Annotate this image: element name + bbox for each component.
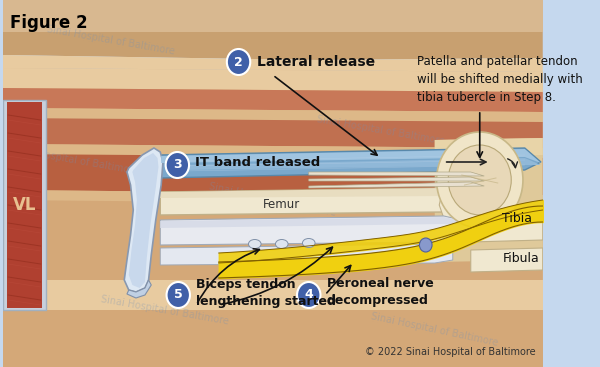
Polygon shape <box>3 200 543 280</box>
Circle shape <box>437 132 523 228</box>
Polygon shape <box>471 208 543 242</box>
Text: Lateral release: Lateral release <box>257 55 374 69</box>
Polygon shape <box>3 144 543 158</box>
Polygon shape <box>309 177 484 181</box>
Polygon shape <box>3 108 543 122</box>
Polygon shape <box>435 138 543 262</box>
Text: Biceps tendon
lengthening started: Biceps tendon lengthening started <box>196 278 336 308</box>
Text: Sinai Hospital of Baltimore: Sinai Hospital of Baltimore <box>100 294 230 326</box>
Text: Sinai Hospital of Baltimore: Sinai Hospital of Baltimore <box>208 182 337 218</box>
Ellipse shape <box>248 240 261 248</box>
Text: Sinai Hospital of Baltimore: Sinai Hospital of Baltimore <box>316 114 446 146</box>
Polygon shape <box>3 55 543 72</box>
Polygon shape <box>160 216 471 245</box>
Text: IT band released: IT band released <box>196 156 320 170</box>
Polygon shape <box>160 217 471 228</box>
Circle shape <box>167 282 190 308</box>
Polygon shape <box>3 0 543 32</box>
Circle shape <box>448 145 511 215</box>
Text: Fibula: Fibula <box>502 251 539 265</box>
Ellipse shape <box>275 240 288 248</box>
Text: Sinai Hospital of Baltimore: Sinai Hospital of Baltimore <box>370 312 499 348</box>
Polygon shape <box>439 183 484 220</box>
Text: 4: 4 <box>304 288 313 302</box>
Text: Figure 2: Figure 2 <box>10 14 88 32</box>
Polygon shape <box>160 148 541 178</box>
Text: Sinai Hospital of Baltimore: Sinai Hospital of Baltimore <box>10 144 140 176</box>
Text: 5: 5 <box>174 288 182 302</box>
Polygon shape <box>3 154 543 195</box>
Circle shape <box>419 238 432 252</box>
Text: Femur: Femur <box>263 199 301 211</box>
Polygon shape <box>7 102 43 308</box>
Text: 3: 3 <box>173 159 182 171</box>
Text: VL: VL <box>13 196 36 214</box>
Circle shape <box>227 49 250 75</box>
Text: Sinai Hospital of Baltimore: Sinai Hospital of Baltimore <box>46 24 176 56</box>
Polygon shape <box>3 280 543 310</box>
Polygon shape <box>3 190 543 205</box>
Polygon shape <box>3 100 46 310</box>
Polygon shape <box>129 153 158 288</box>
Polygon shape <box>161 149 541 163</box>
Polygon shape <box>471 208 543 220</box>
Polygon shape <box>435 138 543 158</box>
Polygon shape <box>309 172 484 176</box>
Polygon shape <box>3 32 543 60</box>
Polygon shape <box>309 182 484 188</box>
Text: 2: 2 <box>234 55 243 69</box>
Circle shape <box>166 152 189 178</box>
Circle shape <box>297 282 320 308</box>
Text: Patella and patellar tendon
will be shifted medially with
tibia tubercle in Step: Patella and patellar tendon will be shif… <box>417 55 583 104</box>
Ellipse shape <box>302 239 315 247</box>
Polygon shape <box>160 188 444 198</box>
Polygon shape <box>124 148 163 292</box>
Polygon shape <box>3 68 543 280</box>
Polygon shape <box>127 280 151 298</box>
Polygon shape <box>160 188 444 215</box>
Text: Peroneal nerve
decompressed: Peroneal nerve decompressed <box>327 277 434 307</box>
Text: Tibia: Tibia <box>502 211 532 225</box>
Polygon shape <box>3 118 543 148</box>
Polygon shape <box>3 310 543 367</box>
Polygon shape <box>471 248 543 272</box>
Polygon shape <box>183 158 541 170</box>
Polygon shape <box>3 68 543 92</box>
Text: © 2022 Sinai Hospital of Baltimore: © 2022 Sinai Hospital of Baltimore <box>365 347 536 357</box>
Polygon shape <box>3 88 543 112</box>
Polygon shape <box>160 244 453 265</box>
